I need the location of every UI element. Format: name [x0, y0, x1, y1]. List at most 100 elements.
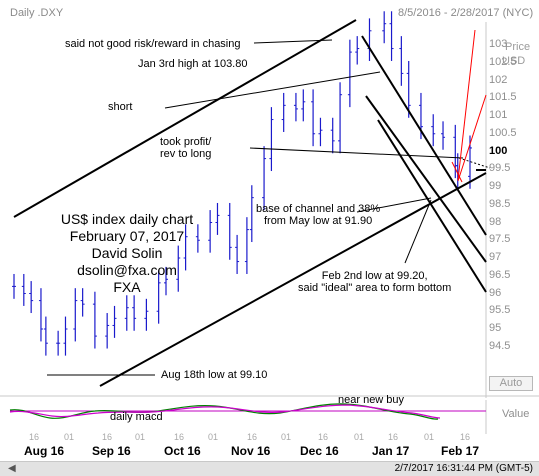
short-line	[164, 71, 381, 109]
price-bar	[124, 295, 129, 331]
price-bar	[347, 39, 352, 108]
x-axis-day-tick: 16	[460, 432, 471, 442]
price-bar	[244, 217, 249, 274]
annotation-near-new-buy: near new buy	[338, 394, 405, 406]
jan-channel-inner-line	[377, 119, 487, 293]
price-bar	[311, 89, 316, 147]
took-profit-line	[249, 147, 464, 159]
macd-line	[9, 403, 439, 420]
price-bar	[12, 273, 16, 299]
trend-lines	[13, 19, 491, 387]
feb2-pointer-line	[404, 199, 432, 264]
price-tick-label: 95	[489, 322, 502, 334]
annotation-took-profit: took profit/ rev to long	[160, 136, 211, 160]
price-bar	[105, 313, 110, 349]
annotation-took-profit-line1: took profit/	[160, 136, 212, 148]
annotation-base-of-channel: base of channel and 38% from May low at …	[256, 203, 380, 227]
channel-upper-line	[13, 19, 357, 218]
macd-value-label: Value	[502, 408, 530, 420]
price-bars	[12, 11, 472, 356]
price-bar	[63, 316, 68, 356]
annotation-feb2-line2: said "ideal" area to form bottom	[298, 282, 452, 294]
price-bar	[269, 107, 274, 172]
price-bar	[215, 202, 220, 235]
auto-scale-button[interactable]: Auto	[489, 376, 533, 391]
annotation-took-profit-line2: rev to long	[160, 148, 212, 160]
info-line-author: David Solin	[91, 245, 163, 261]
price-axis-title: Price	[505, 41, 531, 53]
price-tick-label: 100	[489, 144, 508, 157]
x-axis-day-tick: 16	[318, 432, 329, 442]
price-bar	[249, 185, 254, 243]
x-axis-day-tick: 01	[424, 432, 435, 442]
price-bar	[164, 266, 168, 296]
info-line-date: February 07, 2017	[69, 228, 185, 244]
x-axis-day-tick: 16	[29, 432, 40, 442]
price-bar	[338, 82, 343, 154]
price-bar	[183, 224, 188, 271]
jan-channel-mid-line	[365, 95, 487, 263]
price-bar	[406, 60, 411, 118]
price-tick-label: 97.5	[489, 233, 511, 246]
dotted-proj-line	[458, 157, 491, 169]
annotation-base-line1: base of channel and 38%	[256, 203, 381, 215]
price-bar	[293, 92, 298, 122]
annotation-risk-reward: said not good risk/reward in chasing	[65, 38, 241, 50]
price-bar	[144, 298, 149, 331]
price-bar	[235, 234, 240, 274]
price-tick-label: 100.5	[489, 126, 517, 139]
x-axis-day-tick: 01	[354, 432, 365, 442]
price-tick-label: 99.5	[489, 162, 511, 175]
status-timestamp: 2/7/2017 16:31:44 PM (GMT-5)	[394, 463, 533, 474]
price-tick-label: 97	[489, 251, 502, 263]
chart-info-box: US$ index daily chart February 07, 2017 …	[52, 211, 202, 296]
info-line-email: dsolin@fxa.com	[77, 262, 177, 278]
date-range-label: 8/5/2016 - 2/28/2017 (NYC)	[398, 7, 534, 19]
price-tick-label: 96	[489, 286, 502, 299]
price-bar	[29, 281, 34, 314]
price-bar	[80, 288, 85, 317]
annotation-aug18-low: Aug 18th low at 99.10	[161, 369, 268, 381]
price-bar	[431, 114, 436, 147]
price-bar	[389, 11, 394, 61]
price-bar	[92, 291, 97, 349]
x-axis-day-tick: 16	[247, 432, 258, 442]
x-axis-month-label: Dec 16	[300, 444, 339, 458]
annotation-feb2-low: Feb 2nd low at 99.20, said "ideal" area …	[298, 270, 451, 294]
price-bar	[73, 288, 78, 342]
price-bar	[21, 273, 26, 306]
projection-down	[451, 161, 463, 183]
projection-up-shallow	[457, 94, 487, 182]
x-axis-month-label: Jan 17	[372, 444, 410, 458]
price-chart[interactable]	[0, 0, 539, 400]
risk-line	[253, 39, 333, 44]
scroll-left-icon[interactable]: ◀	[8, 463, 16, 474]
price-tick-label: 94.5	[489, 339, 511, 352]
price-bar	[195, 224, 200, 253]
price-tick-label: 95.5	[489, 304, 511, 317]
price-bar	[441, 121, 446, 150]
price-bar	[208, 210, 213, 253]
price-bar	[156, 270, 161, 324]
price-tick-label: 96.5	[489, 268, 511, 281]
price-bar	[382, 11, 387, 44]
x-axis-month-label: Sep 16	[92, 444, 131, 458]
price-bar	[318, 117, 323, 147]
x-axis-month-label: Oct 16	[164, 444, 201, 458]
annotation-jan3-high: Jan 3rd high at 103.80	[138, 58, 248, 70]
price-tick-label: 102	[489, 73, 508, 86]
symbol-title: Daily .DXY	[10, 7, 64, 19]
projections	[451, 29, 487, 183]
info-line-company: FXA	[113, 279, 141, 295]
price-tick-label: 103	[489, 38, 508, 50]
price-bar	[38, 288, 43, 342]
macd-panel[interactable]	[0, 400, 539, 434]
price-bar	[262, 146, 267, 211]
price-bar	[56, 330, 61, 356]
price-bar	[112, 305, 117, 338]
price-axis-unit: USD	[502, 55, 526, 67]
x-axis-day-tick: 16	[388, 432, 399, 442]
x-axis-day-tick: 01	[135, 432, 146, 442]
x-axis-month-label: Nov 16	[231, 444, 271, 458]
